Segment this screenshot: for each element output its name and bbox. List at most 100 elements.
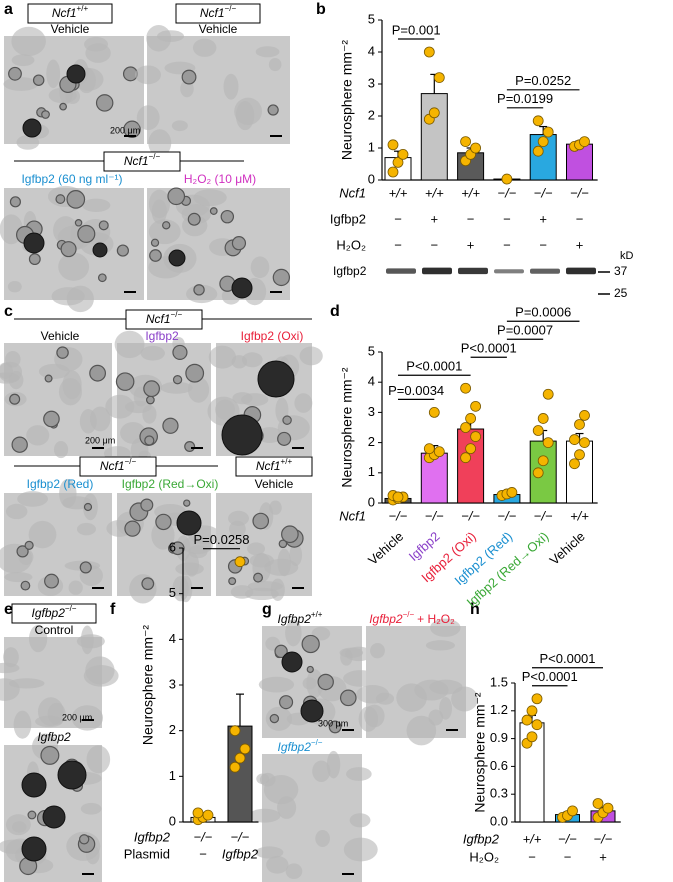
row-label: − xyxy=(394,211,402,226)
sphere xyxy=(8,66,22,81)
data-point xyxy=(574,419,585,430)
haze xyxy=(241,393,269,407)
sphere xyxy=(143,380,160,398)
y-tick-label: 1.2 xyxy=(490,702,508,717)
y-tick-label: 2 xyxy=(368,107,375,122)
sphere xyxy=(95,94,114,112)
data-point xyxy=(602,802,614,814)
haze xyxy=(148,189,170,219)
sphere xyxy=(339,689,357,707)
data-point xyxy=(234,556,246,568)
haze xyxy=(294,393,313,413)
sphere xyxy=(145,395,155,405)
scale-label: 200 μm xyxy=(62,712,92,722)
haze xyxy=(80,802,102,815)
data-point xyxy=(567,805,578,817)
p-value: P=0.0258 xyxy=(193,532,249,547)
data-point xyxy=(465,413,477,424)
haze xyxy=(187,376,210,403)
sphere xyxy=(116,244,129,257)
haze xyxy=(312,760,331,783)
data-point xyxy=(229,761,241,773)
haze xyxy=(16,135,40,150)
row-label: − xyxy=(394,237,402,252)
haze xyxy=(414,679,449,701)
haze xyxy=(47,702,66,725)
row-label: + xyxy=(467,237,475,252)
haze xyxy=(66,285,94,313)
y-tick-label: 0 xyxy=(368,494,375,509)
data-point xyxy=(192,807,204,819)
sphere xyxy=(98,220,109,231)
row-label: −/− xyxy=(194,829,213,844)
haze xyxy=(11,26,46,57)
data-point xyxy=(579,136,590,148)
sphere xyxy=(231,236,247,251)
row-label: − xyxy=(199,846,207,861)
genotype-label: Ncf1−/− xyxy=(200,4,237,20)
row-label: +/+ xyxy=(570,508,589,523)
row-label: −/− xyxy=(570,185,589,200)
p-value: P=0.0007 xyxy=(497,323,553,338)
caption: Control xyxy=(35,623,74,637)
haze xyxy=(356,685,390,704)
y-tick-label: 5 xyxy=(368,343,375,358)
caption: Vehicle xyxy=(255,477,294,491)
data-point xyxy=(526,705,538,717)
micrographs xyxy=(0,24,596,882)
data-point xyxy=(579,410,590,421)
p-value: P<0.0001 xyxy=(539,651,595,666)
caption: Igfbp2 (Red→Oxi) xyxy=(122,477,219,491)
sphere xyxy=(79,561,92,574)
row-label: +/+ xyxy=(461,185,480,200)
caption: Vehicle xyxy=(199,22,238,36)
data-point xyxy=(234,752,246,764)
haze xyxy=(0,678,20,701)
sphere xyxy=(185,363,205,383)
p-value: P=0.001 xyxy=(392,22,441,37)
row-label: + xyxy=(539,211,547,226)
panel-label: f xyxy=(110,601,116,618)
y-tick-label: 0 xyxy=(368,171,375,186)
p-value: P=0.0199 xyxy=(497,91,553,106)
label-box xyxy=(11,603,97,624)
data-point xyxy=(433,446,445,458)
data-point xyxy=(387,139,399,151)
haze xyxy=(7,280,22,293)
row-label: −/− xyxy=(558,831,577,846)
haze xyxy=(59,478,77,508)
sphere xyxy=(32,74,45,86)
data-point xyxy=(532,425,544,436)
sphere xyxy=(193,284,205,296)
panel-label: h xyxy=(470,601,480,618)
data-point xyxy=(392,156,404,168)
sphere xyxy=(11,436,28,453)
y-tick-label: 4 xyxy=(368,374,375,389)
haze xyxy=(171,120,188,132)
data-point xyxy=(470,431,482,442)
sphere xyxy=(306,665,314,674)
row-label: − xyxy=(564,849,572,864)
haze xyxy=(343,837,378,862)
row-label: +/+ xyxy=(389,185,408,200)
sphere xyxy=(59,102,68,111)
genotype-label: Igfbp2−/− xyxy=(32,604,77,620)
row-name: H₂O₂ xyxy=(469,849,499,864)
y-axis-label: Neurosphere mm⁻² xyxy=(339,367,355,488)
data-point xyxy=(569,434,580,445)
data-point xyxy=(428,406,440,418)
data-point xyxy=(460,382,472,394)
haze xyxy=(349,813,371,828)
label-box xyxy=(103,151,181,172)
p-value: P=0.0252 xyxy=(515,73,571,88)
label-box xyxy=(235,456,313,477)
data-point xyxy=(579,437,590,449)
sphere xyxy=(277,431,292,446)
data-point xyxy=(574,449,585,461)
haze xyxy=(114,330,145,359)
row-label: −/− xyxy=(534,508,553,523)
haze xyxy=(3,647,19,668)
row-name: H₂O₂ xyxy=(336,237,366,252)
data-point xyxy=(460,136,472,148)
